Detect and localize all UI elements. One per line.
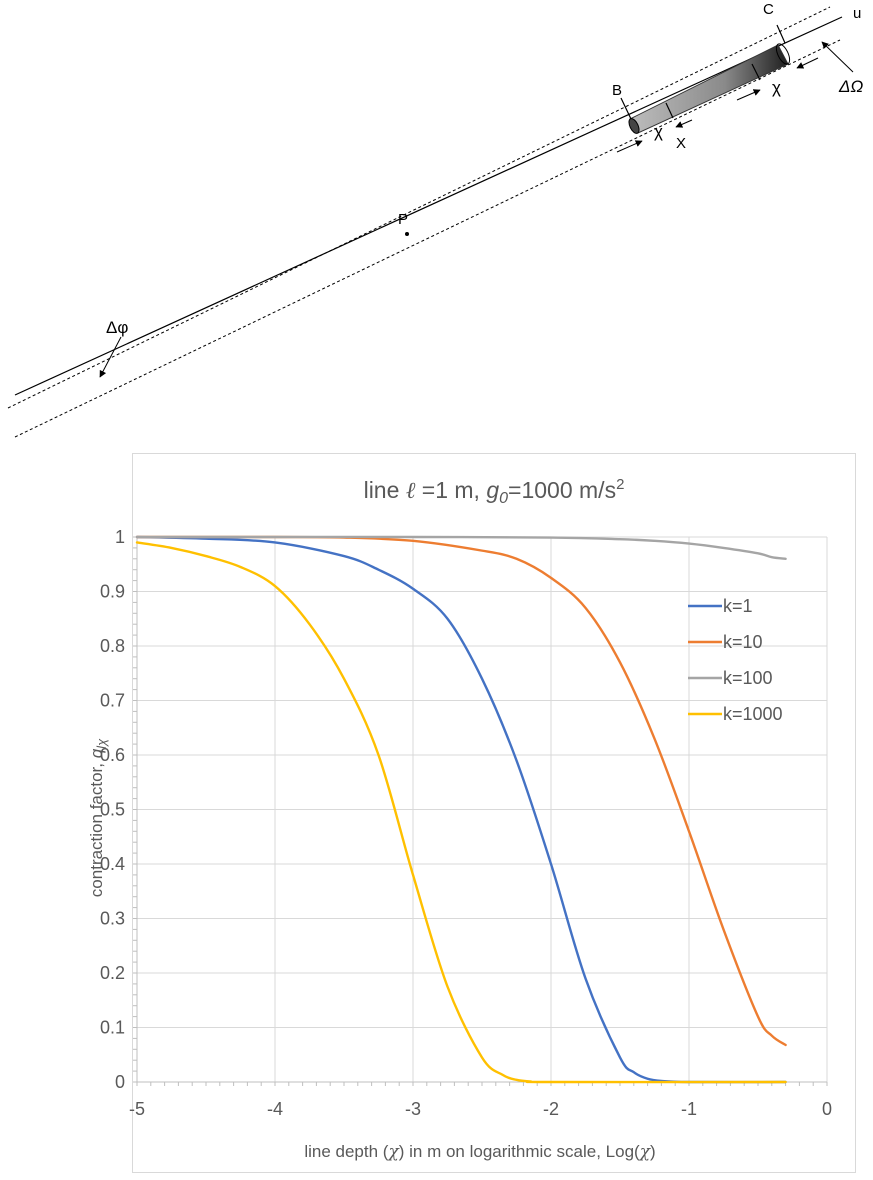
chart-title-prefix: line	[364, 477, 406, 503]
y-axis-title-sub: lχ	[94, 738, 109, 749]
x-tick-label: 0	[822, 1099, 832, 1119]
y-tick-label: 0.4	[100, 854, 125, 874]
series-line-k-1	[135, 535, 787, 1084]
chart-frame	[132, 453, 856, 1173]
line-u	[14, 16, 843, 396]
cone-lower-dashed	[14, 39, 841, 438]
y-tick-label: 0.5	[100, 800, 125, 820]
y-axis-title-q: q	[87, 748, 106, 758]
y-axis-title-main: contraction factor,	[87, 758, 106, 897]
series-line-k-10	[135, 535, 787, 1047]
legend-label: k=10	[723, 632, 763, 652]
series-line-k-100	[135, 535, 787, 560]
label-chi-2: χ	[772, 78, 781, 97]
chart-title-g-sub: 0	[499, 490, 508, 507]
tube-end-c	[775, 43, 791, 65]
b-marker	[620, 97, 632, 120]
chart-title-rest: =1000 m/s	[508, 477, 616, 503]
line-element-diagram: P B C u χ X χ Δφ ΔΩ	[7, 1, 863, 438]
arrow-x-element	[675, 119, 693, 128]
y-tick-label: 0.8	[100, 636, 125, 656]
legend-label: k=100	[723, 668, 773, 688]
point-p	[405, 232, 409, 236]
label-x: X	[676, 135, 686, 152]
y-tick-label: 0	[115, 1072, 125, 1092]
x-axis-title-mid: ) in m on logarithmic scale, Log(	[399, 1142, 640, 1161]
x-axis-title-chi2: χ	[639, 1142, 652, 1162]
label-p: P	[398, 211, 408, 228]
x-tick-label: -3	[405, 1099, 421, 1119]
chart-title-sup: 2	[616, 476, 624, 493]
x-tick-label: -5	[129, 1099, 145, 1119]
label-delta-omega: ΔΩ	[838, 77, 863, 96]
y-tick-label: 0.1	[100, 1018, 125, 1038]
line-element-tube	[629, 44, 789, 134]
y-tick-label: 0.9	[100, 582, 125, 602]
x-axis-title-main: line depth (	[304, 1142, 388, 1161]
x-axis-title-chi: χ	[387, 1142, 400, 1162]
chart-title-g: g	[486, 477, 499, 503]
arrow-c-right	[796, 57, 819, 69]
element-tick-2	[751, 63, 761, 81]
y-axis-title: contraction factor, qlχ	[87, 738, 109, 897]
label-chi-1: χ	[654, 122, 663, 141]
label-u: u	[853, 5, 861, 22]
chart-title-ell: ℓ	[406, 478, 416, 504]
series-layer	[135, 535, 787, 1084]
legend-label: k=1000	[723, 704, 783, 724]
element-tick-1	[665, 102, 674, 119]
y-tick-label: 0.2	[100, 963, 125, 983]
y-tick-label: 0.6	[100, 745, 125, 765]
axis-layer: -5 -4 -3 -2 -1 0 0 0.1 0.2 0.3 0.4 0.5 0.6 0.7 0.8 0.9 1	[100, 527, 832, 1119]
cone-upper-dashed	[7, 6, 831, 409]
x-tick-label: -2	[543, 1099, 559, 1119]
x-axis-title-end: )	[650, 1142, 656, 1161]
y-tick-label: 0.3	[100, 909, 125, 929]
arrow-b-left	[616, 140, 643, 153]
y-tick-label: 0.7	[100, 691, 125, 711]
y-tick-label: 1	[115, 527, 125, 547]
legend-label: k=1	[723, 596, 753, 616]
chart-title: line ℓ =1 m, g0=1000 m/s2	[364, 476, 625, 507]
arrow-chi-left	[736, 89, 761, 101]
contraction-factor-chart: line ℓ =1 m, g0=1000 m/s2 -5 -4 -3 -2 -1 000.…	[87, 476, 832, 1162]
c-marker	[776, 24, 786, 44]
x-tick-label: -1	[681, 1099, 697, 1119]
series-line-k-1000	[135, 541, 787, 1084]
label-c: C	[763, 1, 774, 18]
grid-layer	[136, 536, 828, 1082]
x-tick-label: -4	[267, 1099, 283, 1119]
label-delta-phi: Δφ	[106, 318, 128, 337]
arrow-delta-phi	[99, 336, 122, 378]
legend: k=1 k=10 k=100 k=1000	[688, 596, 783, 724]
chart-title-mid: =1 m,	[415, 477, 486, 503]
arrow-delta-omega	[821, 41, 854, 73]
x-axis-title: line depth (χ) in m on logarithmic scale…	[304, 1142, 655, 1162]
label-b: B	[612, 82, 622, 99]
